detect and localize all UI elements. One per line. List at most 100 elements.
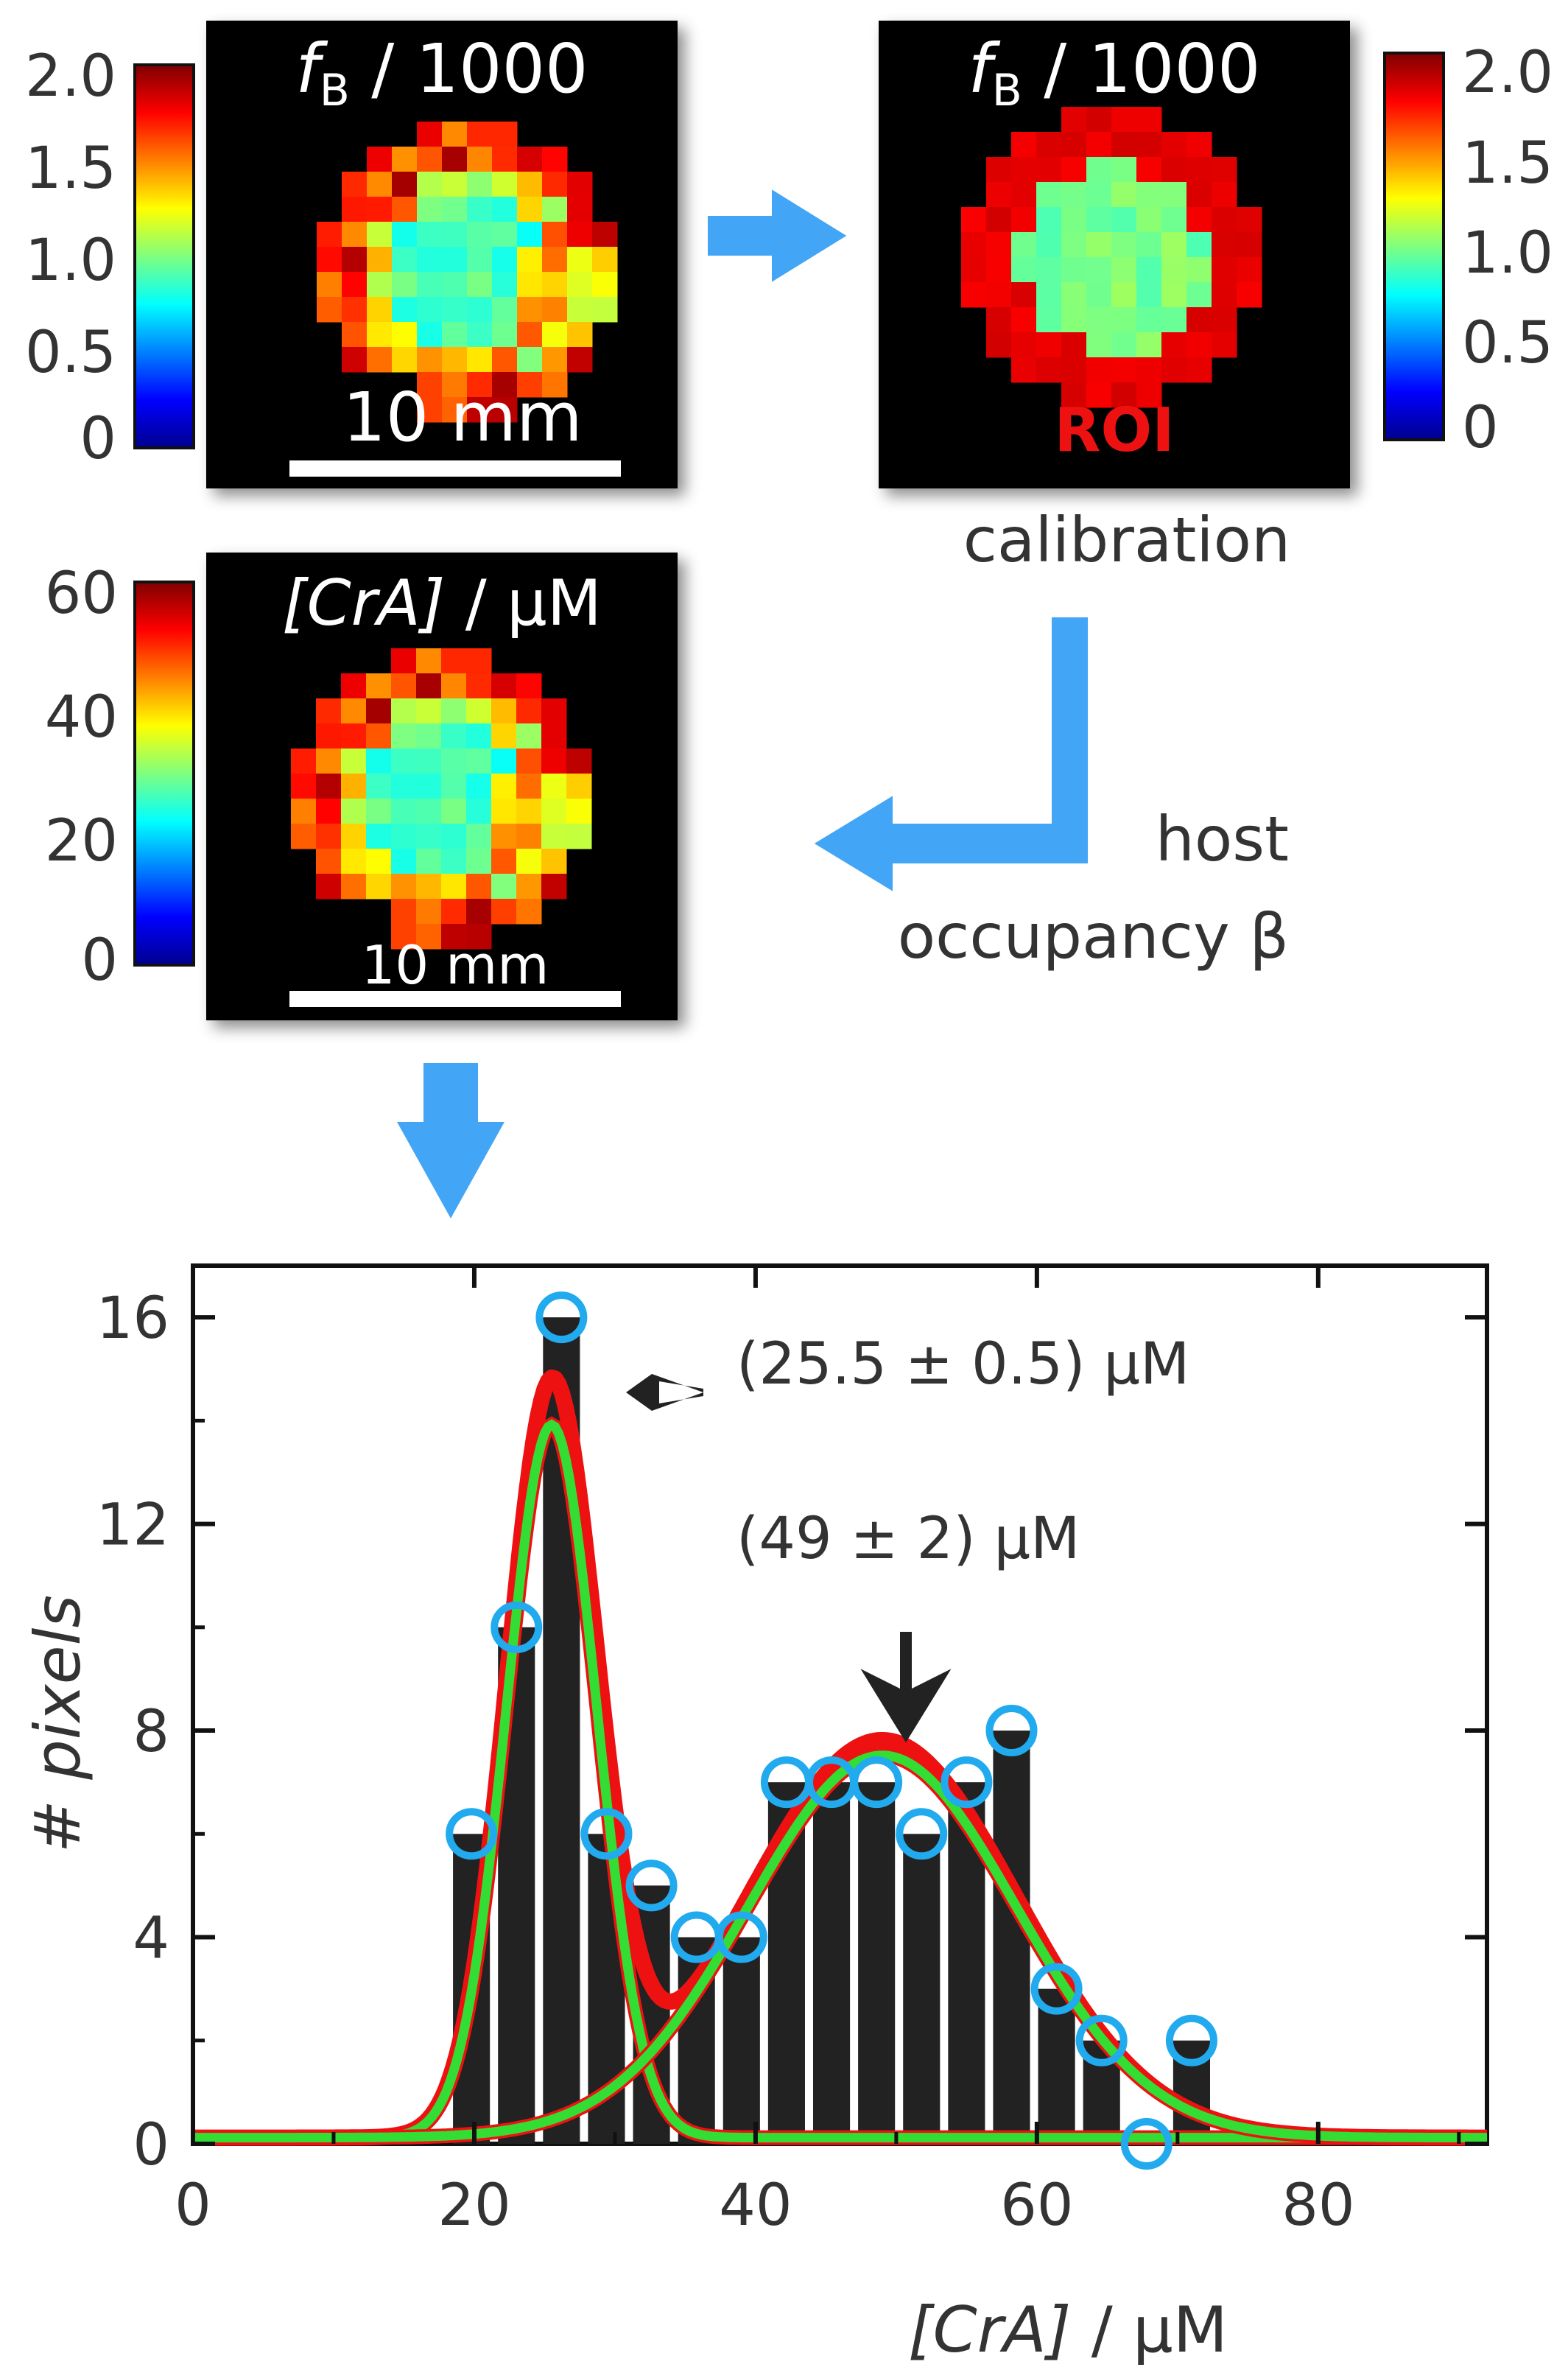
map-pixel <box>1086 382 1112 408</box>
colorbar-fb-raw-ticks: 2.0 1.5 1.0 0.5 0 <box>25 43 116 472</box>
pixel-map-fb-raw <box>317 122 618 423</box>
map-pixel <box>1011 332 1037 358</box>
map-pixel <box>1161 232 1187 258</box>
peak-annotation-1: (25.5 ± 0.5) µM <box>736 1331 1189 1398</box>
map-pixel <box>1136 307 1162 333</box>
map-pixel <box>542 272 568 298</box>
map-pixel <box>416 924 442 950</box>
map-pixel <box>316 799 342 824</box>
map-pixel <box>986 282 1012 308</box>
map-pixel <box>442 397 468 423</box>
map-pixel <box>341 799 367 824</box>
axis-ticks <box>191 1266 1487 2146</box>
step-label-occupancy: occupancy β <box>898 900 1289 972</box>
map-pixel <box>341 874 367 900</box>
map-pixel <box>392 247 418 273</box>
colorbar-tick: 1.0 <box>25 228 116 294</box>
map-pixel <box>1061 182 1087 208</box>
map-pixel <box>1136 382 1162 408</box>
map-pixel <box>391 774 417 799</box>
arrow-corner-icon <box>806 613 1092 900</box>
map-pixel <box>492 122 518 147</box>
map-pixel <box>566 824 592 849</box>
map-pixel <box>341 723 367 749</box>
map-pixel <box>1036 257 1062 283</box>
peak-annotation-2: (49 ± 2) µM <box>736 1506 1080 1572</box>
data-point <box>985 1705 1038 1757</box>
map-pixel <box>467 247 493 273</box>
map-pixel <box>1136 107 1162 133</box>
map-pixel <box>442 372 468 398</box>
map-pixel <box>592 272 618 298</box>
map-pixel <box>316 824 342 849</box>
map-pixel <box>442 247 468 273</box>
map-pixel <box>1011 307 1037 333</box>
map-pixel <box>517 147 543 172</box>
map-pixel <box>416 723 442 749</box>
map-pixel <box>492 397 518 423</box>
map-pixel <box>541 849 567 874</box>
map-pixel <box>492 372 518 398</box>
map-pixel <box>1036 132 1062 158</box>
calibration-caption: calibration <box>963 504 1291 576</box>
map-pixel <box>1111 357 1137 383</box>
map-pixel <box>516 899 542 925</box>
map-pixel <box>986 157 1012 183</box>
map-pixel <box>367 322 393 348</box>
map-pixel <box>417 272 443 298</box>
colorbar-tick: 1.5 <box>25 136 116 202</box>
map-pixel <box>1061 307 1087 333</box>
map-pixel <box>592 247 618 273</box>
map-pixel <box>317 247 342 273</box>
map-pixel <box>291 799 317 824</box>
map-pixel <box>491 849 517 874</box>
data-point <box>535 1291 588 1344</box>
y-tick-label: 16 <box>96 1286 169 1352</box>
map-pixel <box>986 257 1012 283</box>
map-pixel <box>1237 207 1262 233</box>
map-pixel <box>986 332 1012 358</box>
x-tick-label: 80 <box>1282 2173 1354 2239</box>
map-pixel <box>341 824 367 849</box>
map-pixel <box>986 232 1012 258</box>
map-pixel <box>542 197 568 222</box>
map-pixel <box>1061 332 1087 358</box>
map-pixel <box>467 147 493 172</box>
map-pixel <box>1036 332 1062 358</box>
map-pixel <box>491 799 517 824</box>
map-pixel <box>341 698 367 724</box>
map-pixel <box>1136 232 1162 258</box>
data-point <box>1120 2118 1173 2170</box>
map-pixel <box>391 723 417 749</box>
map-pixel <box>1061 257 1087 283</box>
map-pixel <box>961 257 987 283</box>
map-pixel <box>1086 232 1112 258</box>
map-pixel <box>441 774 467 799</box>
map-pixel <box>417 397 443 423</box>
map-pixel <box>541 774 567 799</box>
map-pixel <box>416 899 442 925</box>
map-pixel <box>1011 257 1037 283</box>
map-pixel <box>492 247 518 273</box>
tick-labels: 0 20 40 60 80 0 4 8 12 16 <box>96 1286 1355 2239</box>
map-pixel <box>1111 207 1137 233</box>
map-pixel <box>1111 157 1137 183</box>
map-pixel <box>467 272 493 298</box>
map-pixel <box>1036 232 1062 258</box>
map-pixel <box>1136 357 1162 383</box>
data-point <box>896 1808 948 1860</box>
map-pixel <box>542 172 568 197</box>
map-pixel <box>567 197 593 222</box>
map-pixel <box>392 297 418 323</box>
map-pixel <box>1136 157 1162 183</box>
map-pixel <box>391 824 417 849</box>
map-pixel <box>491 698 517 724</box>
map-pixel <box>467 372 493 398</box>
panel-fb-roi: fB / 1000 ROI 2.0 1.5 1.0 0.5 0 calibrat… <box>879 21 1553 576</box>
map-pixel <box>516 874 542 900</box>
map-pixel <box>392 172 418 197</box>
map-pixel <box>1111 307 1137 333</box>
map-pixel <box>1036 307 1062 333</box>
map-pixel <box>367 222 393 248</box>
map-pixel <box>1186 207 1212 233</box>
